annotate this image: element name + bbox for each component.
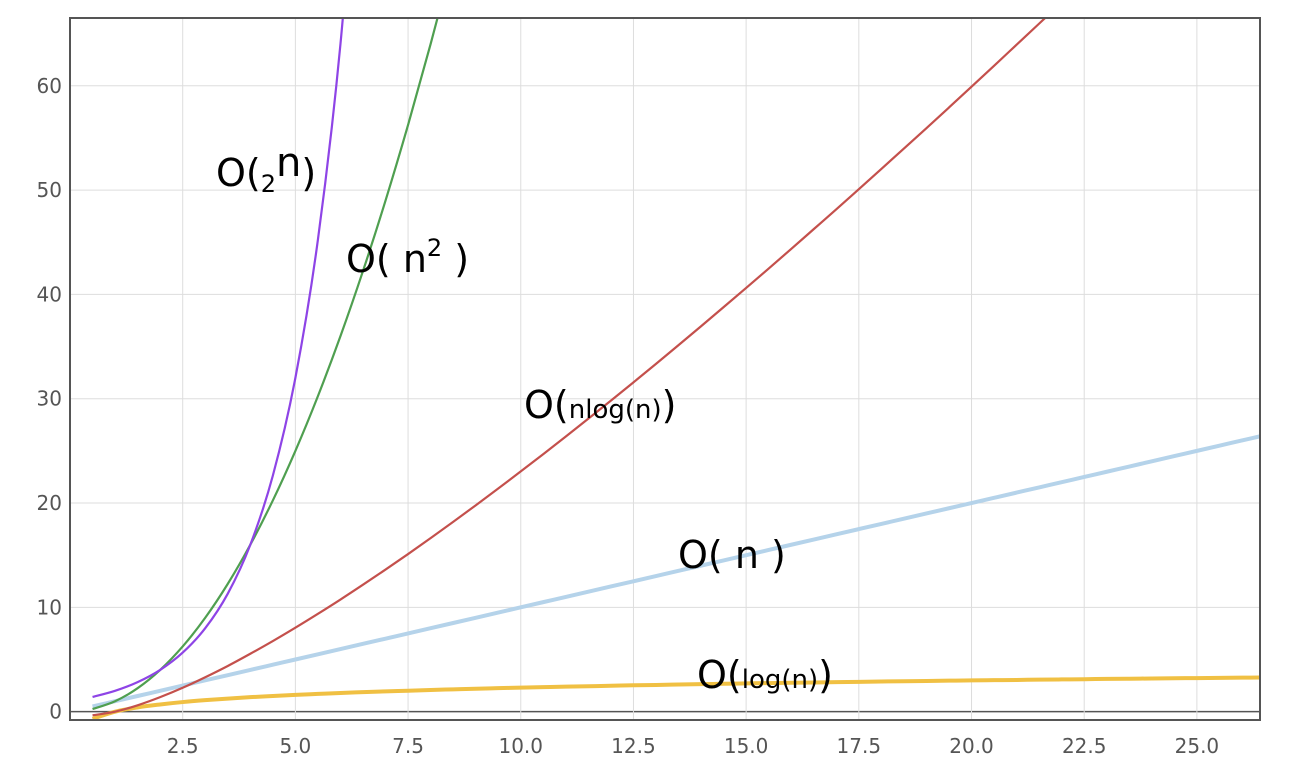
- x-tick-label: 22.5: [1062, 734, 1107, 758]
- x-tick-label: 15.0: [724, 734, 769, 758]
- y-tick-label: 60: [37, 74, 62, 98]
- plot-frame: [69, 17, 1261, 721]
- annotation: O( n ): [678, 533, 786, 577]
- x-tick-label: 12.5: [611, 734, 656, 758]
- annotation-part: ): [818, 653, 833, 697]
- y-tick-label: 40: [37, 282, 62, 306]
- annotation-part: O(: [697, 653, 742, 697]
- y-tick-label: 50: [37, 178, 62, 202]
- x-tick-label: 2.5: [167, 734, 199, 758]
- annotation-part: ): [662, 383, 677, 427]
- x-tick-label: 25.0: [1175, 734, 1220, 758]
- x-tick-label: 20.0: [949, 734, 994, 758]
- x-tick-label: 17.5: [837, 734, 882, 758]
- annotation-part: 2: [261, 170, 276, 198]
- annotation-part: O(: [524, 383, 569, 427]
- annotation-part: O(: [216, 151, 261, 195]
- y-tick-label: 10: [37, 595, 62, 619]
- x-tick-label: 7.5: [392, 734, 424, 758]
- annotation-part: O( n ): [678, 533, 786, 577]
- series-line: [92, 18, 344, 699]
- series-line: [92, 18, 1047, 717]
- y-tick-label: 20: [37, 491, 62, 515]
- annotation-part: ): [301, 151, 316, 195]
- annotation: O(log(n)): [697, 653, 833, 697]
- annotation-part: n: [276, 140, 301, 186]
- y-tick-label: 0: [49, 700, 62, 724]
- annotation-part: log(n): [742, 665, 818, 695]
- annotation: O( n2 ): [346, 234, 469, 281]
- annotation-part: ): [442, 237, 469, 281]
- annotation-part: 2: [427, 234, 442, 262]
- annotation-part: nlog(n): [569, 395, 662, 425]
- plot-area: [91, 18, 1260, 720]
- annotation: O(2n): [216, 140, 316, 198]
- x-tick-label: 10.0: [498, 734, 543, 758]
- annotation: O(nlog(n)): [524, 383, 676, 427]
- series-line: [91, 675, 1260, 720]
- annotation-part: O( n: [346, 237, 427, 281]
- series-line: [92, 434, 1260, 709]
- y-tick-label: 30: [37, 387, 62, 411]
- x-tick-label: 5.0: [279, 734, 311, 758]
